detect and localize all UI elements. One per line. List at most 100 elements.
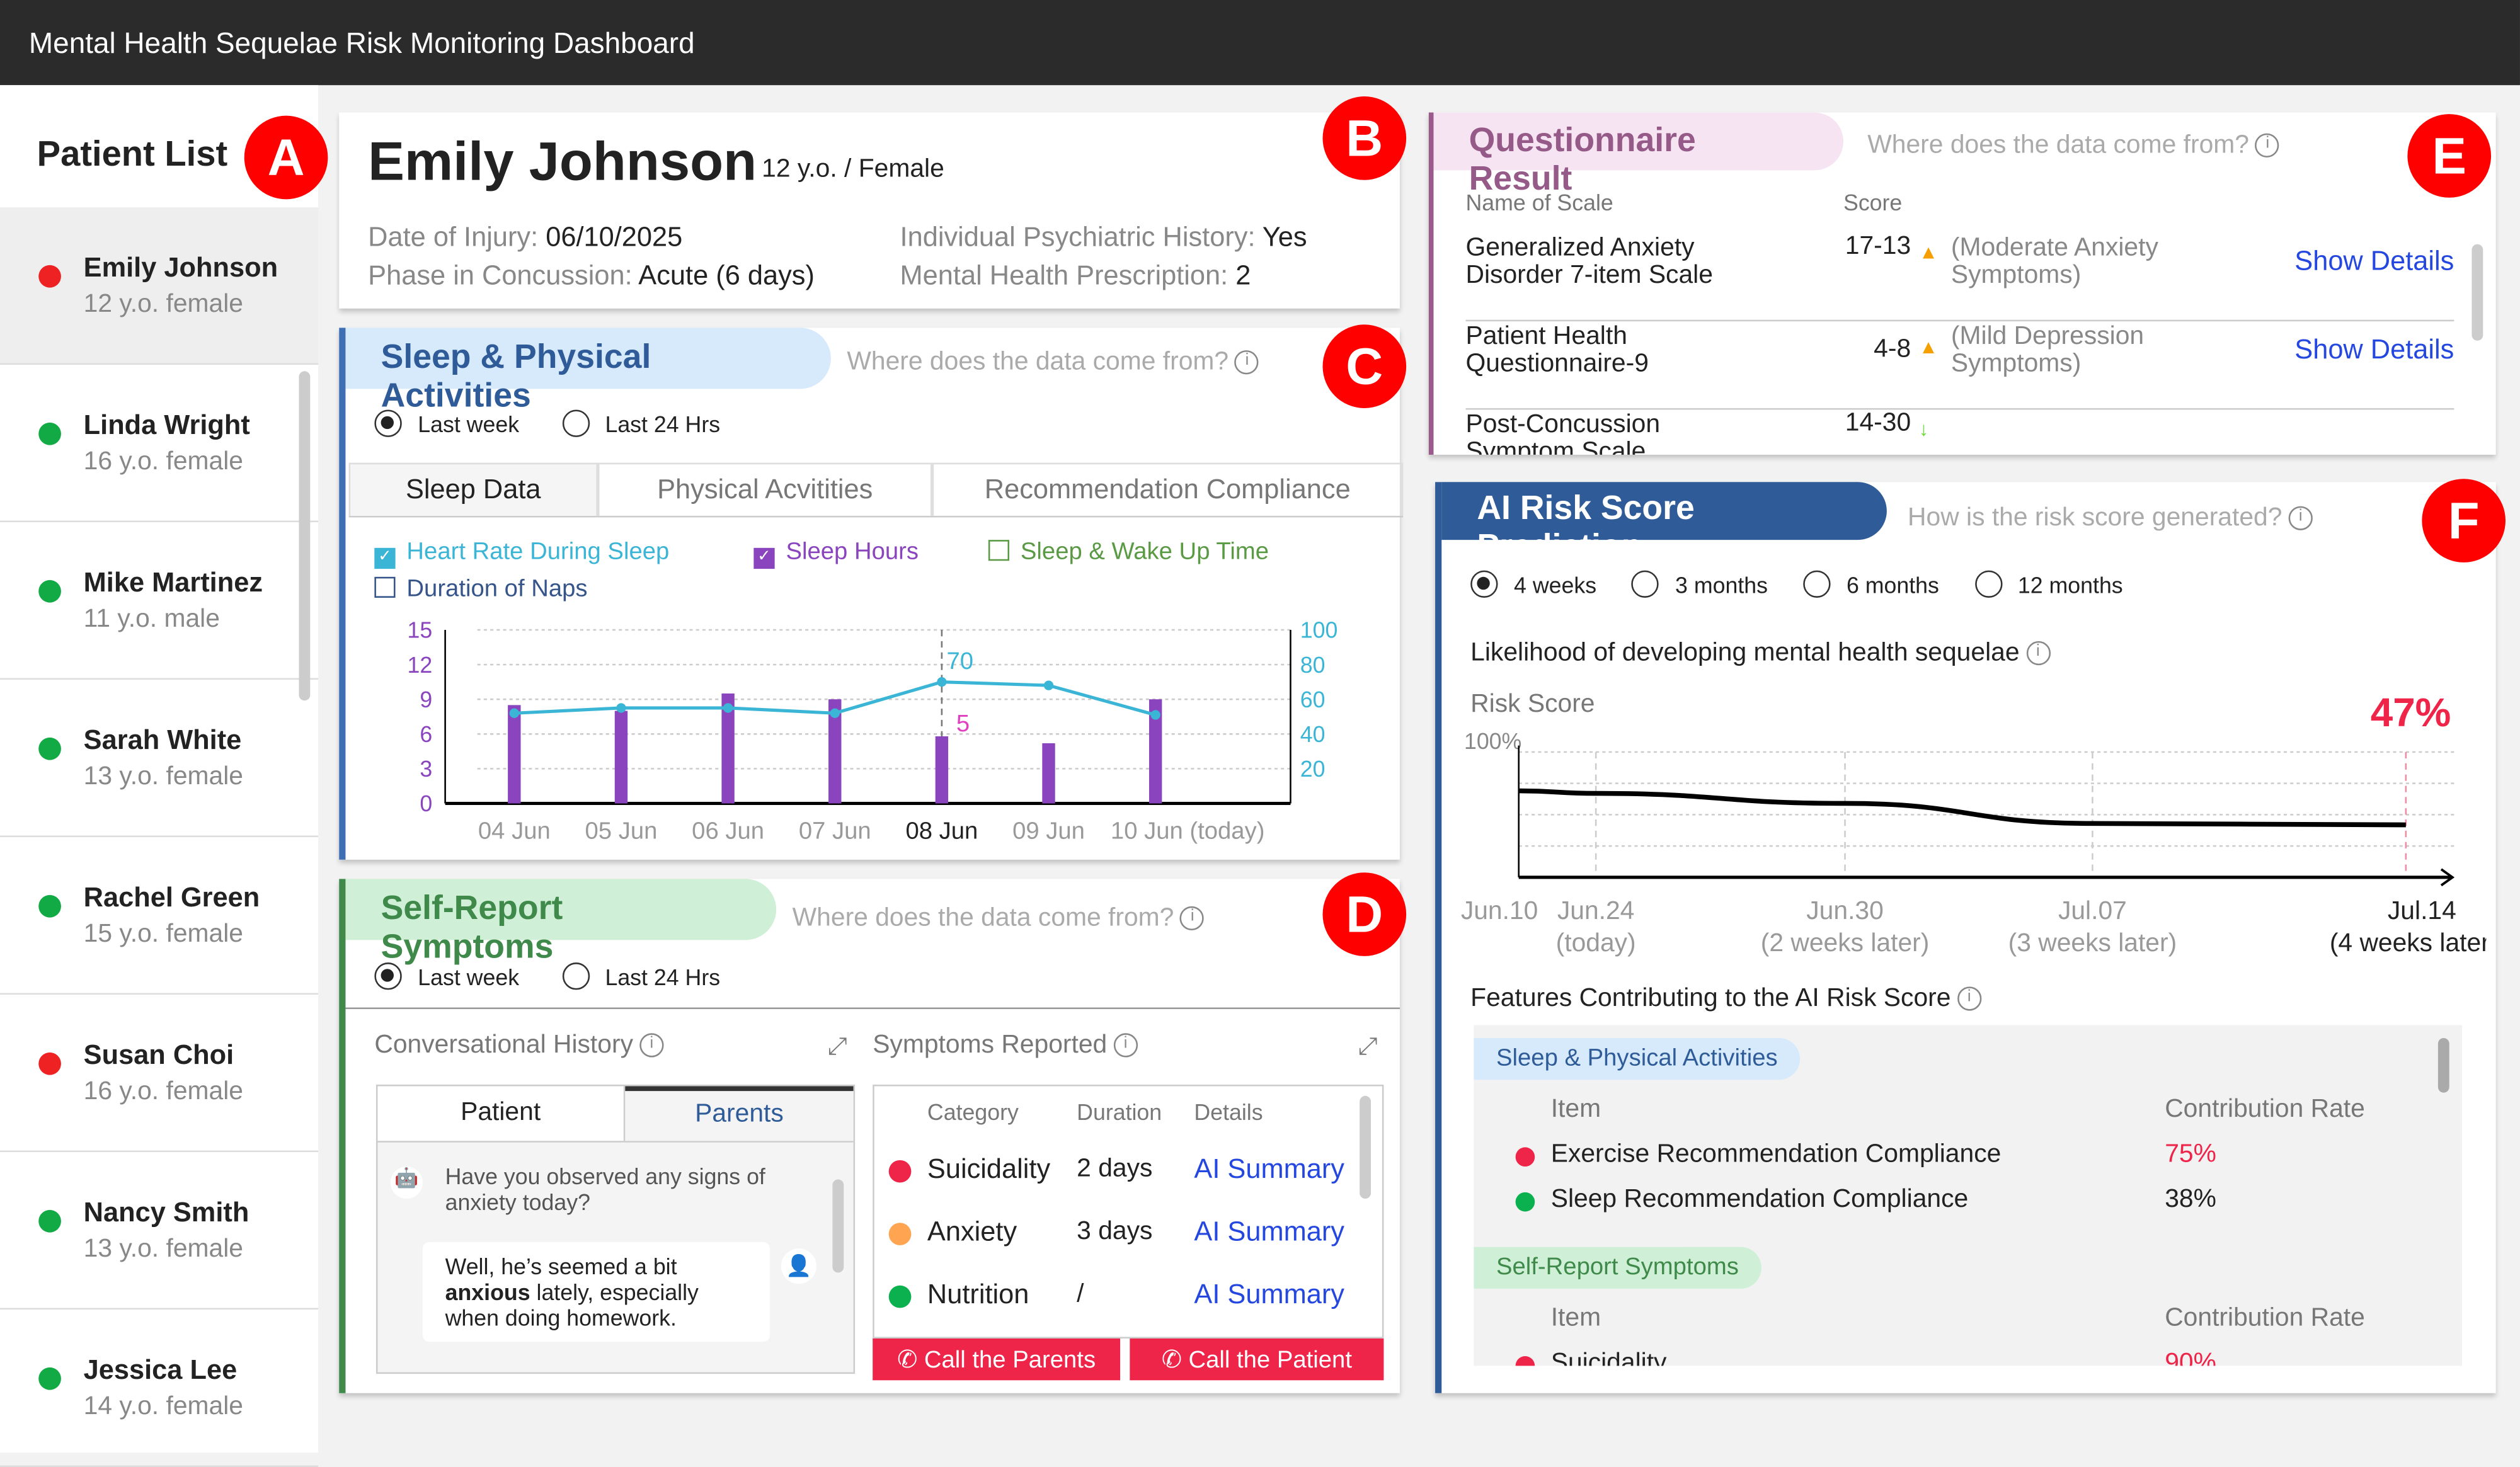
sleep-data-source-link[interactable]: Where does the data come from? i	[847, 349, 1259, 378]
risk-score-label: Risk Score	[1470, 690, 1595, 719]
legend-checkbox-sleep-wake-up-time[interactable]: Sleep & Wake Up Time	[988, 534, 1358, 571]
date-of-injury: Date of Injury: 06/10/2025	[368, 222, 683, 253]
patient-list-item[interactable]: Rachel Green 15 y.o. female	[0, 837, 319, 995]
sleep-hours-bar	[935, 736, 949, 804]
item-header: Item	[1550, 1304, 1601, 1332]
conversation-scrollbar[interactable]	[832, 1179, 844, 1273]
radio-horizon-4-weeks[interactable]: 4 weeks	[1470, 570, 1596, 598]
tab-parents[interactable]: Parents	[625, 1086, 854, 1141]
user-avatar-icon: 👤	[781, 1248, 816, 1284]
patient-list: Patient List A Emily Johnson 12 y.o. fema…	[0, 85, 328, 1467]
item-header: Item	[1550, 1095, 1601, 1124]
show-details-link[interactable]: Show Details	[2294, 246, 2454, 277]
radio-horizon-12-months[interactable]: 12 months	[1974, 570, 2123, 598]
self-report-data-source-link[interactable]: Where does the data come from? i	[793, 905, 1205, 933]
feature-rate: 90%	[2165, 1349, 2216, 1366]
feature-rate: 38%	[2165, 1185, 2216, 1214]
heart-rate-point	[509, 708, 519, 718]
questionnaire-scrollbar[interactable]	[2471, 244, 2483, 341]
ai-summary-link[interactable]: AI Summary	[1194, 1153, 1344, 1185]
patient-info: 13 y.o. female	[83, 763, 243, 791]
tab-patient[interactable]: Patient	[377, 1086, 626, 1141]
risk-score-value: 47%	[2370, 690, 2451, 736]
scale-score: 14-30	[1845, 409, 1911, 437]
questionnaire-data-source-link[interactable]: Where does the data come from? i	[1867, 132, 2280, 161]
x-tick-sub: (2 weeks later)	[1761, 928, 1930, 957]
patient-name: Emily Johnson	[368, 132, 757, 193]
badge-a: A	[244, 115, 328, 200]
scale-name: Patient Health Questionnaire-9	[1465, 323, 1649, 378]
legend-checkbox-heart-rate-during-sleep[interactable]: ✓ Heart Rate During Sleep	[374, 534, 753, 571]
tab-sleep-data[interactable]: Sleep Data	[348, 462, 598, 516]
app-title-bar: Mental Health Sequelae Risk Monitoring D…	[0, 0, 2520, 86]
patient-list-item[interactable]: Sarah White 13 y.o. female	[0, 680, 319, 838]
radio-last-24-hrs[interactable]: Last 24 Hrs	[561, 962, 720, 990]
checkbox-icon: ✓	[753, 547, 775, 569]
x-tick: 05 Jun	[585, 818, 658, 845]
trend-down-icon: ↓	[1918, 418, 1929, 440]
ai-risk-explanation-link[interactable]: How is the risk score generated? i	[1908, 505, 2313, 534]
radio-last-week[interactable]: Last week	[374, 409, 519, 437]
legend-checkbox-sleep-hours[interactable]: ✓ Sleep Hours	[753, 534, 988, 571]
psychiatric-history: Individual Psychiatric History: Yes	[900, 222, 1307, 253]
app-title: Mental Health Sequelae Risk Monitoring D…	[28, 27, 695, 60]
patient-info: 12 y.o. female	[83, 290, 243, 319]
expand-icon[interactable]: ⤢	[827, 1033, 847, 1061]
info-icon: i	[1235, 350, 1259, 375]
y-right-tick: 40	[1300, 722, 1326, 747]
features-scrollbar[interactable]	[2437, 1037, 2449, 1093]
sleep-section-title: Sleep & Physical Activities	[345, 328, 831, 414]
legend-checkbox-duration-of-naps[interactable]: Duration of Naps	[374, 571, 744, 608]
show-details-link[interactable]: Show Details	[2294, 334, 2454, 365]
patient-list-item[interactable]: Mike Martinez 11 y.o. male	[0, 522, 319, 680]
patient-list-item[interactable]: Nancy Smith 13 y.o. female	[0, 1152, 319, 1310]
y-left-tick: 0	[420, 791, 432, 816]
patient-info: 13 y.o. female	[83, 1235, 243, 1264]
feature-dot	[1515, 1192, 1535, 1212]
y-right-tick: 60	[1300, 687, 1326, 712]
radio-last-24-hrs[interactable]: Last 24 Hrs	[561, 409, 720, 437]
ai-summary-link[interactable]: AI Summary	[1194, 1216, 1344, 1247]
expand-icon[interactable]: ⤢	[1358, 1033, 1378, 1061]
radio-last-week[interactable]: Last week	[374, 962, 519, 990]
feature-dot	[1515, 1356, 1535, 1366]
y-right-tick: 80	[1300, 653, 1326, 678]
symptoms-reported-title: Symptoms Reported i	[873, 1032, 1138, 1061]
tab-recommendation-compliance[interactable]: Recommendation Compliance	[932, 462, 1404, 516]
patient-list-item[interactable]: Jessica Lee 14 y.o. female	[0, 1310, 319, 1467]
tab-physical-activities[interactable]: Physical Acvitities	[597, 462, 932, 516]
status-dot	[38, 737, 61, 760]
patient-name: Linda Wright	[83, 409, 250, 440]
heart-rate-point	[1043, 680, 1054, 690]
status-dot	[38, 1209, 61, 1233]
patient-list-item[interactable]: Susan Choi 16 y.o. female	[0, 995, 319, 1153]
checkbox-icon: ✓	[374, 547, 396, 569]
feature-group-label: Sleep & Physical Activities	[1474, 1037, 1801, 1080]
features-title: Features Contributing to the AI Risk Sco…	[1470, 985, 1981, 1014]
header-score: Score	[1843, 190, 1903, 215]
badge-d: D	[1322, 872, 1407, 956]
patient-list-scrollbar[interactable]	[299, 371, 311, 701]
symptoms-scrollbar[interactable]	[1360, 1095, 1372, 1199]
feature-item: Sleep Recommendation Compliance	[1550, 1185, 1969, 1214]
radio-horizon-6-months[interactable]: 6 months	[1803, 570, 1939, 598]
call-patient-button[interactable]: ✆ Call the Patient	[1130, 1338, 1384, 1381]
sleep-hours-bar	[1042, 743, 1055, 804]
info-icon: i	[1113, 1033, 1138, 1058]
patient-info: 16 y.o. female	[83, 448, 243, 476]
scale-interpretation: (Moderate Anxiety Symptoms)	[1950, 234, 2158, 290]
patient-name: Jessica Lee	[83, 1354, 238, 1385]
patient-list-item[interactable]: Emily Johnson 12 y.o. female	[0, 207, 319, 365]
scale-name: Generalized Anxiety Disorder 7-item Scal…	[1465, 234, 1713, 290]
badge-b: B	[1322, 96, 1407, 180]
scale-score: 4-8	[1874, 336, 1911, 363]
radio-horizon-3-months[interactable]: 3 months	[1632, 570, 1768, 598]
symptom-duration: 2 days	[1077, 1155, 1153, 1183]
ai-summary-link[interactable]: AI Summary	[1194, 1279, 1344, 1310]
call-parents-button[interactable]: ✆ Call the Parents	[873, 1338, 1121, 1381]
y-left-tick: 9	[420, 687, 432, 712]
severity-dot	[888, 1160, 912, 1183]
heart-rate-point	[1150, 710, 1160, 720]
feature-rate: 75%	[2165, 1141, 2216, 1168]
patient-list-item[interactable]: Linda Wright 16 y.o. female	[0, 365, 319, 523]
